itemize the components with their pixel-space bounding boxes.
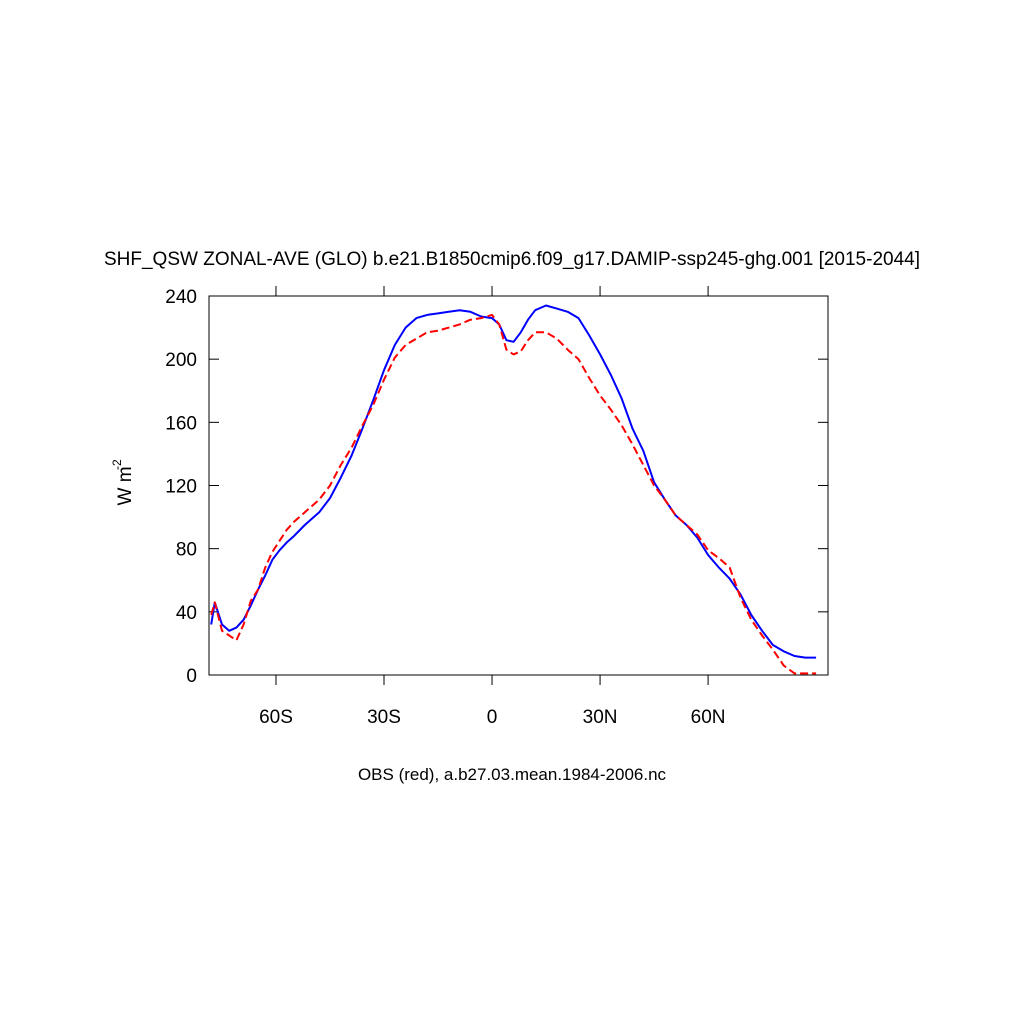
- y-tick-label: 160: [165, 413, 197, 434]
- y-tick-label: 120: [165, 477, 197, 498]
- y-tick-label: 0: [186, 666, 197, 687]
- y-tick-label: 40: [176, 603, 197, 624]
- x-tick-label: 0: [487, 707, 498, 728]
- y-label-superscript: -2: [110, 459, 124, 470]
- subtitle: OBS (red), a.b27.03.mean.1984-2006.nc: [358, 765, 667, 784]
- x-tick-label: 30N: [583, 707, 618, 728]
- y-tick-label: 240: [165, 287, 197, 308]
- x-tick-label: 60S: [259, 707, 293, 728]
- series-line: [210, 313, 817, 675]
- y-label-base: W m: [115, 466, 136, 505]
- chart-title: SHF_QSW ZONAL-AVE (GLO) b.e21.B1850cmip6…: [104, 249, 920, 270]
- y-tick-label: 200: [165, 350, 197, 371]
- y-tick-label: 80: [176, 540, 197, 561]
- plot-frame: [208, 295, 829, 676]
- x-tick-label: 30S: [367, 707, 401, 728]
- x-tick-label: 60N: [691, 707, 726, 728]
- series-line: [210, 304, 817, 659]
- y-axis-label: W m -2: [110, 459, 136, 506]
